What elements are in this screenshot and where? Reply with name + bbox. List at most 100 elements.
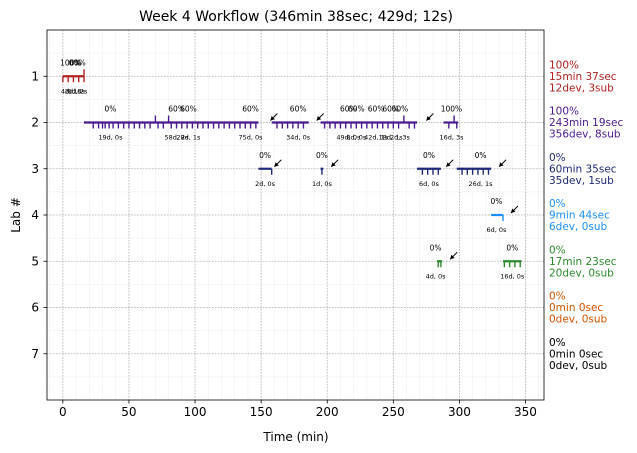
percent-annotation: 60% — [368, 105, 385, 114]
device-annotation: 16d, 3s — [439, 134, 464, 142]
summary-line: 0% — [549, 244, 566, 256]
device-annotation: 19d, 0s — [98, 134, 123, 142]
percent-annotation: 100% — [441, 105, 462, 114]
percent-annotation: 0% — [423, 151, 435, 160]
summary-line: 0% — [549, 152, 566, 164]
summary-line: 12dev, 3sub — [549, 82, 614, 94]
device-annotation: 28d, 1s — [176, 134, 201, 142]
device-annotation: 58d, 2s — [165, 134, 190, 142]
x-tick-label: 250 — [382, 405, 405, 419]
percent-annotation: 0% — [316, 151, 328, 160]
summary-line: 20dev, 0sub — [549, 267, 614, 279]
device-annotation: 4d, 0s — [426, 272, 447, 280]
device-annotation: 16d, 0s — [500, 272, 525, 280]
x-tick-label: 300 — [448, 405, 471, 419]
chart-title: Week 4 Workflow (346min 38sec; 429d; 12s… — [139, 9, 453, 25]
x-tick-label: 200 — [316, 405, 339, 419]
device-annotation: 6d, 2s — [67, 87, 88, 95]
percent-annotation: 0% — [475, 151, 487, 160]
grid-lines — [47, 30, 544, 400]
x-axis-ticks: 0 50 100 150 200 250 300 350 — [59, 400, 537, 419]
percent-annotation: 0% — [506, 243, 518, 252]
percent-annotation: 0% — [490, 197, 502, 206]
device-annotation: 42d, 1s — [364, 134, 389, 142]
x-tick-label: 0 — [59, 405, 67, 419]
percent-annotation: 60% — [180, 105, 197, 114]
device-annotation: 2d, 0s — [255, 180, 276, 188]
percent-annotation: 60% — [242, 105, 259, 114]
percent-annotation: 0% — [69, 58, 81, 67]
summary-line: 17min 23sec — [549, 256, 617, 268]
device-annotation: 2d, 0s — [65, 87, 86, 95]
summary-line: 0dev, 0sub — [549, 360, 608, 372]
lab-3-track: 0% 2d, 0s 0% 1d, 0s 0% 6d, 0s 0% 26d, 1s — [255, 151, 507, 188]
summary-line: 60min 35sec — [549, 163, 617, 175]
chart-marks: 100% 4d, 1s 0% 2d, 0s 60% 6d, 2s 0% 19d, 0s 60% 5… — [60, 58, 525, 280]
y-tick-label: 1 — [31, 69, 39, 83]
y-tick-label: 3 — [31, 162, 39, 176]
arrow-head — [270, 116, 275, 121]
arrow-head — [446, 162, 451, 167]
device-annotation: 8d, 0s — [346, 134, 367, 142]
device-annotation: 75d, 0s — [239, 134, 264, 142]
arrow-head — [426, 116, 431, 121]
summary-line: 15min 37sec — [549, 71, 617, 83]
lab-5-track: 0% 4d, 0s 0% 16d, 0s — [426, 243, 525, 280]
x-tick-label: 50 — [121, 405, 136, 419]
percent-annotation: 0% — [259, 151, 271, 160]
y-axis-ticks: 1 2 3 4 5 6 7 — [31, 69, 47, 361]
percent-annotation: 60% — [348, 105, 365, 114]
percent-annotation: 100% — [60, 58, 81, 67]
summary-line: 243min 19sec — [549, 117, 623, 129]
lab-1-track: 100% 4d, 1s 0% 2d, 0s 60% 6d, 2s — [60, 58, 88, 95]
arrow-head — [331, 162, 336, 167]
device-annotation: 18d, 1s — [379, 134, 404, 142]
device-annotation: 2d, 3s — [390, 134, 411, 142]
device-annotation: 4d, 1s — [61, 87, 82, 95]
lab-2-track: 0% 19d, 0s 60% 58d, 2s 60% 28d, 1s 60% 75d, 0s 6… — [84, 105, 464, 142]
x-axis-label: Time (min) — [262, 430, 328, 444]
device-annotation: 6d, 0s — [486, 226, 507, 234]
y-tick-label: 4 — [31, 208, 39, 222]
summary-line: 0% — [549, 198, 566, 210]
percent-annotation: 60% — [290, 105, 307, 114]
percent-annotation: 60% — [69, 58, 86, 67]
percent-annotation: 60% — [168, 105, 185, 114]
summary-line: 0min 0sec — [549, 302, 603, 314]
arrow-head — [450, 254, 455, 260]
x-tick-label: 100 — [184, 405, 207, 419]
summary-line: 0dev, 0sub — [549, 314, 608, 326]
y-axis-label: Lab # — [9, 197, 23, 233]
percent-annotation: 0% — [430, 243, 442, 252]
percent-annotation: 60% — [392, 105, 409, 114]
percent-annotation: 0% — [104, 105, 116, 114]
y-tick-label: 2 — [31, 116, 39, 130]
device-annotation: 1d, 0s — [312, 180, 333, 188]
percent-annotation: 60% — [382, 105, 399, 114]
device-annotation: 34d, 0s — [286, 134, 311, 142]
arrow-head — [499, 162, 504, 167]
device-annotation: 6d, 0s — [419, 180, 440, 188]
summary-line: 0min 0sec — [549, 348, 603, 360]
summary-line: 100% — [549, 106, 579, 118]
summary-line: 6dev, 0sub — [549, 221, 608, 233]
arrow-head — [316, 116, 322, 121]
summary-line: 0% — [549, 337, 566, 349]
x-tick-label: 150 — [250, 405, 273, 419]
device-annotation: 26d, 1s — [469, 180, 494, 188]
summary-line: 35dev, 1sub — [549, 175, 614, 187]
arrow-head — [510, 208, 516, 213]
summary-line: 0% — [549, 291, 566, 303]
arrow-head — [274, 162, 279, 167]
lab-4-track: 0% 6d, 0s — [486, 197, 519, 234]
x-tick-label: 350 — [514, 405, 537, 419]
summary-line: 100% — [549, 59, 579, 71]
